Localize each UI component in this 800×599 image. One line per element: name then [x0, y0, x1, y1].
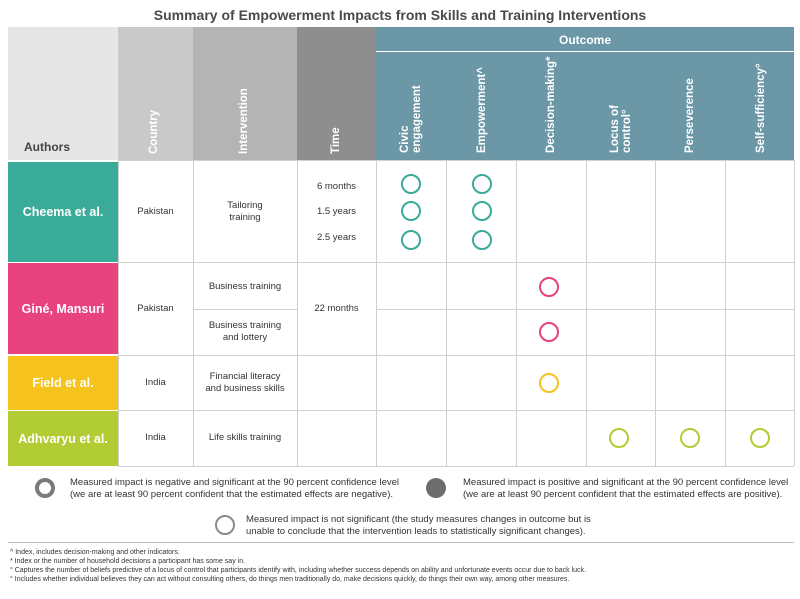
outcome-locus-of-control: Locus of control°	[609, 105, 633, 153]
author-field: Field et al.	[8, 356, 118, 410]
legend-not-significant-text: Measured impact is not significant (the …	[246, 514, 591, 537]
impact-circle	[750, 428, 770, 448]
legend-positive-icon	[426, 478, 446, 498]
legend-negative-icon	[35, 478, 55, 498]
country-field: India	[145, 377, 166, 388]
impact-circle	[609, 428, 629, 448]
authors-header-label: Authors	[24, 140, 70, 154]
legend-not-significant-icon	[215, 515, 235, 535]
outcome-header: Outcome	[376, 27, 794, 160]
author-adhvaryu: Adhvaryu et al.	[8, 411, 118, 466]
time-gine: 22 months	[314, 303, 359, 314]
author-gine-mansuri: Giné, Mansuri	[8, 263, 118, 354]
impact-circle	[539, 322, 559, 342]
intervention-header-label: Intervention	[238, 88, 250, 154]
outcome-header-label: Outcome	[558, 33, 611, 47]
time-header: Time	[297, 27, 376, 160]
impact-circle	[539, 373, 559, 393]
legend-positive-text: Measured impact is positive and signific…	[463, 477, 789, 500]
country-header: Country	[118, 27, 193, 160]
impact-circle	[539, 277, 559, 297]
time-header-label: Time	[330, 127, 342, 154]
intervention-header: Intervention	[193, 27, 297, 160]
outcome-civic-engagement: Civic engagement	[399, 85, 423, 153]
footnote-2: * Index or the number of household decis…	[10, 558, 246, 565]
authors-header: Authors	[8, 27, 118, 160]
divider	[8, 542, 794, 543]
intervention-gine-1: Business training	[208, 281, 282, 292]
author-cheema: Cheema et al.	[8, 162, 118, 262]
intervention-gine-2: Business training and lottery	[208, 320, 282, 343]
outcome-perseverence: Perseverence	[684, 78, 696, 153]
footnote-1: ^ Index, includes decision-making and ot…	[10, 549, 180, 556]
impact-circle	[680, 428, 700, 448]
time-cheema-2: 1.5 years	[316, 206, 357, 217]
impact-circle	[472, 230, 492, 250]
legend-negative-text: Measured impact is negative and signific…	[70, 477, 400, 500]
impact-circle	[472, 174, 492, 194]
outcome-self-sufficiency: Self-sufficiency°	[755, 63, 767, 153]
intervention-cheema: Tailoring training	[227, 200, 263, 223]
page-title: Summary of Empowerment Impacts from Skil…	[153, 7, 647, 23]
footnote-4: ° Includes whether individual believes t…	[10, 576, 570, 583]
outcome-decision-making: Decision-making*	[545, 56, 557, 154]
intervention-adhvaryu: Life skills training	[208, 432, 282, 443]
intervention-field: Financial literacy and business skills	[205, 371, 285, 394]
footnote-3: ° Captures the number of beliefs predict…	[10, 567, 586, 574]
impact-circle	[401, 201, 421, 221]
country-cheema: Pakistan	[137, 206, 174, 217]
impact-circle	[472, 201, 492, 221]
country-header-label: Country	[148, 109, 160, 154]
impact-circle	[401, 230, 421, 250]
impact-circle	[401, 174, 421, 194]
time-cheema-3: 2.5 years	[316, 232, 357, 243]
outcome-empowerment: Empowerment^	[476, 67, 488, 153]
country-adhvaryu: India	[145, 432, 166, 443]
time-cheema-1: 6 months	[316, 181, 357, 192]
country-gine: Pakistan	[137, 303, 174, 314]
